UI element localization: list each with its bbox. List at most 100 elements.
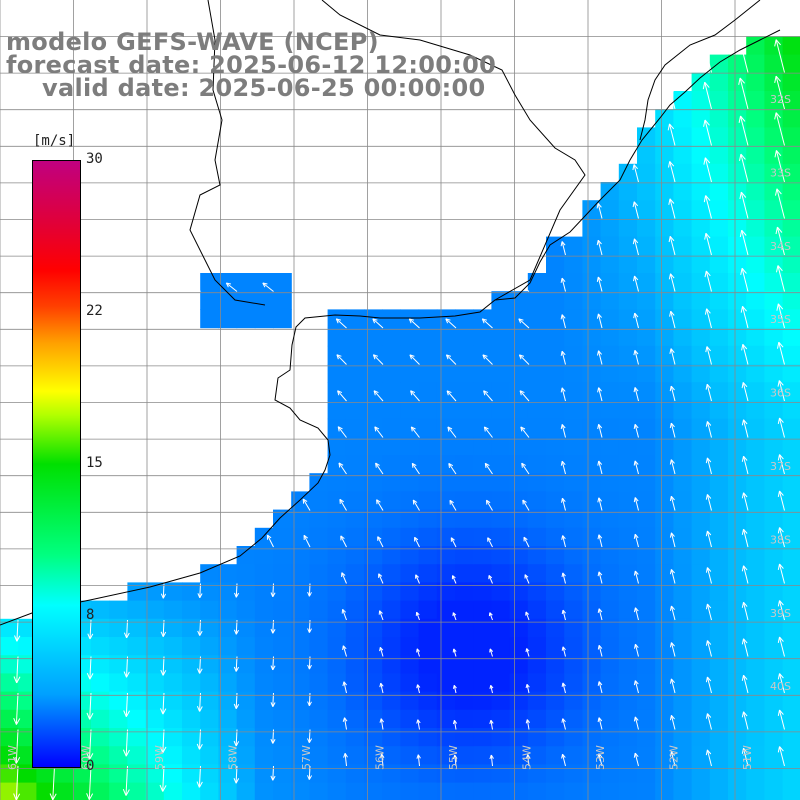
wind-cell bbox=[127, 709, 147, 729]
wind-cell bbox=[400, 637, 420, 656]
wind-cell bbox=[564, 345, 583, 365]
wind-cell bbox=[527, 764, 547, 784]
wind-arrow bbox=[519, 390, 530, 402]
wind-cell bbox=[582, 527, 602, 547]
wind-arrow bbox=[450, 537, 457, 548]
wind-arrow bbox=[452, 754, 458, 767]
wind-cell bbox=[91, 691, 110, 711]
wind-cell bbox=[218, 709, 238, 729]
wind-cell bbox=[291, 546, 310, 565]
wind-arrow bbox=[738, 115, 749, 146]
wind-cell bbox=[364, 746, 383, 765]
wind-arrow bbox=[667, 123, 676, 146]
wind-cell bbox=[546, 254, 565, 274]
wind-cell bbox=[637, 309, 656, 329]
wind-arrow bbox=[452, 648, 457, 657]
wind-cell bbox=[655, 764, 674, 784]
wind-cell bbox=[764, 382, 784, 401]
wind-arrow bbox=[339, 498, 347, 511]
wind-cell bbox=[764, 327, 784, 347]
wind-cell bbox=[655, 345, 674, 365]
wind-cell bbox=[364, 564, 383, 583]
wind-cell bbox=[382, 345, 401, 365]
wind-cell bbox=[564, 400, 583, 420]
wind-cell bbox=[509, 637, 529, 656]
wind-cell bbox=[309, 782, 329, 800]
wind-cell bbox=[455, 782, 474, 800]
wind-cell bbox=[127, 728, 147, 747]
wind-cell bbox=[582, 655, 602, 674]
wind-arrow bbox=[738, 77, 749, 110]
wind-cell bbox=[509, 382, 529, 401]
wind-cell bbox=[728, 709, 747, 729]
wind-cell bbox=[382, 455, 401, 474]
wind-cell bbox=[364, 728, 383, 747]
wind-cell bbox=[491, 691, 511, 711]
wind-cell bbox=[655, 145, 674, 165]
wind-cell bbox=[473, 655, 492, 674]
wind-cell bbox=[655, 546, 674, 565]
wind-cell bbox=[327, 782, 347, 800]
wind-cell bbox=[709, 182, 729, 201]
wind-arrow bbox=[560, 350, 566, 365]
wind-cell bbox=[145, 746, 165, 765]
wind-cell bbox=[600, 764, 620, 784]
wind-cell bbox=[600, 200, 620, 219]
wind-cell bbox=[291, 728, 310, 747]
wind-arrow bbox=[776, 303, 785, 329]
wind-arrow bbox=[597, 534, 603, 548]
wind-cell bbox=[600, 291, 620, 310]
wind-cell bbox=[200, 618, 219, 638]
wind-cell bbox=[709, 364, 729, 383]
wind-cell bbox=[236, 637, 256, 656]
wind-cell bbox=[728, 782, 747, 800]
wind-cell bbox=[600, 782, 620, 800]
wind-cell bbox=[309, 582, 329, 602]
wind-cell bbox=[691, 473, 711, 492]
wind-cell bbox=[728, 127, 747, 147]
wind-cell bbox=[200, 582, 219, 602]
wind-cell bbox=[746, 655, 765, 674]
wind-cell bbox=[455, 509, 474, 529]
wind-cell bbox=[546, 728, 565, 747]
wind-cell bbox=[546, 364, 565, 383]
wind-arrow bbox=[777, 746, 785, 767]
wind-cell bbox=[546, 691, 565, 711]
wind-cell bbox=[746, 728, 765, 747]
wind-cell bbox=[345, 491, 365, 511]
wind-cell bbox=[582, 728, 602, 747]
wind-cell bbox=[455, 728, 474, 747]
wind-arrow bbox=[669, 714, 676, 730]
wind-cell bbox=[254, 618, 274, 638]
wind-cell bbox=[673, 709, 693, 729]
wind-cell bbox=[309, 673, 329, 693]
wind-cell bbox=[728, 418, 747, 438]
wind-cell bbox=[618, 455, 638, 474]
wind-cell bbox=[746, 691, 765, 711]
wind-cell bbox=[145, 637, 165, 656]
wind-cell bbox=[182, 782, 201, 800]
wind-arrow bbox=[668, 235, 676, 256]
wind-cell bbox=[637, 600, 656, 620]
wind-cell bbox=[709, 109, 729, 128]
wind-arrow bbox=[343, 753, 348, 767]
wind-cell bbox=[364, 491, 383, 511]
wind-cell bbox=[637, 546, 656, 565]
wind-cell bbox=[564, 382, 583, 401]
wind-cell bbox=[655, 218, 674, 238]
wind-cell bbox=[600, 345, 620, 365]
wind-cell bbox=[709, 527, 729, 547]
wind-arrow bbox=[633, 570, 639, 584]
wind-cell bbox=[764, 764, 784, 784]
wind-cell bbox=[309, 618, 329, 638]
wind-cell bbox=[436, 673, 456, 693]
wind-cell bbox=[236, 782, 256, 800]
wind-cell bbox=[600, 254, 620, 274]
wind-arrow bbox=[777, 454, 785, 475]
wind-cell bbox=[0, 673, 19, 693]
wind-arrow bbox=[705, 457, 712, 475]
wind-cell bbox=[382, 564, 401, 583]
wind-cell bbox=[564, 236, 583, 256]
wind-arrow bbox=[705, 567, 712, 584]
wind-cell bbox=[436, 327, 456, 347]
